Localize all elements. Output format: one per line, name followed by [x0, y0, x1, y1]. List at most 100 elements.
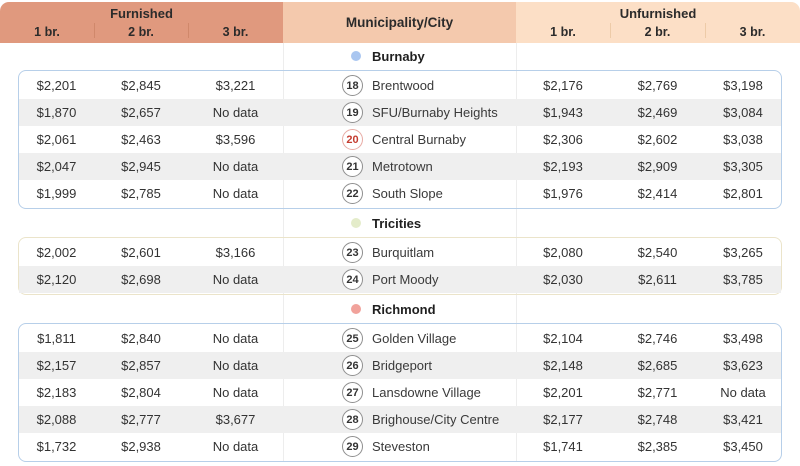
column-separator: [516, 43, 517, 462]
unfurnished-price-1br: $2,177: [543, 412, 583, 427]
municipality-name: Brighouse/City Centre: [372, 412, 500, 427]
table-row: $1,870 $2,657 No data 19 SFU/Burnaby Hei…: [19, 99, 781, 126]
row-number-badge: 21: [342, 156, 363, 177]
unfurnished-price-2br: $2,469: [637, 105, 678, 120]
unfurnished-price-3br: $3,305: [723, 159, 763, 174]
furnished-price-1br: $2,047: [36, 159, 77, 174]
column-separator: [283, 43, 284, 462]
section-title: Tricities: [0, 209, 800, 237]
unfurnished-price-1br: $2,193: [543, 159, 583, 174]
row-number-badge: 19: [342, 102, 363, 123]
row-number-badge: 26: [342, 355, 363, 376]
furnished-price-1br: $2,002: [36, 245, 77, 260]
municipality-cell: 18 Brentwood: [283, 75, 516, 96]
unfurnished-price-2br: $2,611: [638, 272, 677, 287]
furnished-price-1br: $2,061: [36, 132, 77, 147]
municipality-name: Steveston: [372, 439, 430, 454]
furnished-price-2br: $2,938: [121, 439, 161, 454]
furnished-price-2br: $2,804: [121, 385, 161, 400]
unfurnished-price-1br: $2,030: [543, 272, 583, 287]
header-divider: [705, 23, 706, 38]
furnished-price-2br: $2,463: [121, 132, 161, 147]
furnished-price-1br: $1,999: [36, 186, 77, 201]
table-row: $2,061 $2,463 $3,596 20 Central Burnaby …: [19, 126, 781, 153]
unfurnished-price-2br: $2,746: [637, 331, 678, 346]
furnished-price-3br: $3,221: [215, 78, 256, 93]
furnished-price-2br: $2,777: [121, 412, 161, 427]
unfurnished-price-1br: $2,176: [543, 78, 583, 93]
furnished-price-2br: $2,840: [121, 331, 161, 346]
table-row: $2,183 $2,804 No data 27 Lansdowne Villa…: [19, 379, 781, 406]
column-header-1br: 1 br.: [34, 25, 60, 39]
municipality-name: South Slope: [372, 186, 443, 201]
unfurnished-price-3br: $3,623: [723, 358, 763, 373]
unfurnished-price-2br: $2,771: [637, 385, 678, 400]
furnished-price-3br: No data: [212, 358, 259, 373]
municipality-cell: 29 Steveston: [283, 436, 516, 457]
municipality-cell: 23 Burquitlam: [283, 242, 516, 263]
row-number-badge: 27: [342, 382, 363, 403]
section-title: Richmond: [0, 295, 800, 323]
row-number-badge: 24: [342, 269, 363, 290]
row-number-badge: 22: [342, 183, 363, 204]
furnished-price-1br: $2,088: [36, 412, 77, 427]
unfurnished-price-3br: No data: [720, 385, 766, 400]
section-box: $2,002 $2,601 $3,166 23 Burquitlam $2,08…: [18, 237, 782, 295]
municipality-name: Central Burnaby: [372, 132, 466, 147]
unfurnished-price-1br: $1,741: [543, 439, 583, 454]
furnished-price-1br: $2,201: [36, 78, 77, 93]
unfurnished-price-2br: $2,748: [637, 412, 678, 427]
unfurnished-price-1br: $2,148: [543, 358, 583, 373]
column-header-2br: 2 br.: [644, 25, 671, 39]
furnished-price-3br: No data: [212, 186, 259, 201]
header-unfurnished-group: Unfurnished 1 br. 2 br. 3 br.: [516, 2, 800, 43]
table-row: $2,047 $2,945 No data 21 Metrotown $2,19…: [19, 153, 781, 180]
unfurnished-price-2br: $2,602: [637, 132, 678, 147]
municipality-cell: 26 Bridgeport: [283, 355, 516, 376]
municipality-name: Brentwood: [372, 78, 435, 93]
municipality-cell: 24 Port Moody: [283, 269, 516, 290]
furnished-price-2br: $2,845: [121, 78, 161, 93]
header-divider: [94, 23, 95, 38]
furnished-price-3br: No data: [212, 331, 259, 346]
municipality-section: Burnaby $2,201 $2,845 $3,221 18 Brentwoo…: [0, 42, 800, 209]
unfurnished-price-2br: $2,414: [637, 186, 678, 201]
unfurnished-price-3br: $3,785: [723, 272, 763, 287]
section-title-label: Richmond: [372, 301, 436, 317]
header-furnished-group: Furnished 1 br. 2 br. 3 br.: [0, 2, 283, 43]
header-divider: [188, 23, 189, 38]
furnished-price-1br: $1,732: [36, 439, 77, 454]
unfurnished-group-label: Unfurnished: [619, 6, 697, 21]
unfurnished-price-3br: $3,421: [723, 412, 763, 427]
column-header-3br: 3 br.: [739, 25, 766, 39]
table-row: $2,157 $2,857 No data 26 Bridgeport $2,1…: [19, 352, 781, 379]
header-municipality: Municipality/City: [283, 2, 516, 43]
furnished-price-2br: $2,657: [121, 105, 161, 120]
section-dot-icon: [351, 304, 361, 314]
unfurnished-price-3br: $3,265: [723, 245, 763, 260]
table-row: $1,999 $2,785 No data 22 South Slope $1,…: [19, 180, 781, 207]
unfurnished-price-2br: $2,685: [637, 358, 678, 373]
unfurnished-price-1br: $1,976: [543, 186, 583, 201]
furnished-price-1br: $2,157: [36, 358, 77, 373]
unfurnished-price-3br: $2,801: [723, 186, 763, 201]
municipality-cell: 25 Golden Village: [283, 328, 516, 349]
section-title-label: Burnaby: [372, 48, 425, 64]
unfurnished-price-3br: $3,198: [723, 78, 763, 93]
municipality-cell: 19 SFU/Burnaby Heights: [283, 102, 516, 123]
unfurnished-columns: 1 br. 2 br. 3 br.: [516, 25, 800, 39]
section-dot-icon: [351, 51, 361, 61]
furnished-price-2br: $2,857: [121, 358, 161, 373]
municipality-name: Bridgeport: [372, 358, 432, 373]
table-header: Furnished 1 br. 2 br. 3 br. Municipality…: [0, 2, 800, 43]
table-row: $2,201 $2,845 $3,221 18 Brentwood $2,176…: [19, 72, 781, 99]
table-row: $2,088 $2,777 $3,677 28 Brighouse/City C…: [19, 406, 781, 433]
row-number-badge: 20: [342, 129, 363, 150]
furnished-price-3br: No data: [212, 272, 259, 287]
furnished-price-3br: $3,166: [215, 245, 256, 260]
municipality-cell: 22 South Slope: [283, 183, 516, 204]
municipality-name: Burquitlam: [372, 245, 435, 260]
municipality-header-label: Municipality/City: [345, 15, 454, 30]
row-number-badge: 18: [342, 75, 363, 96]
